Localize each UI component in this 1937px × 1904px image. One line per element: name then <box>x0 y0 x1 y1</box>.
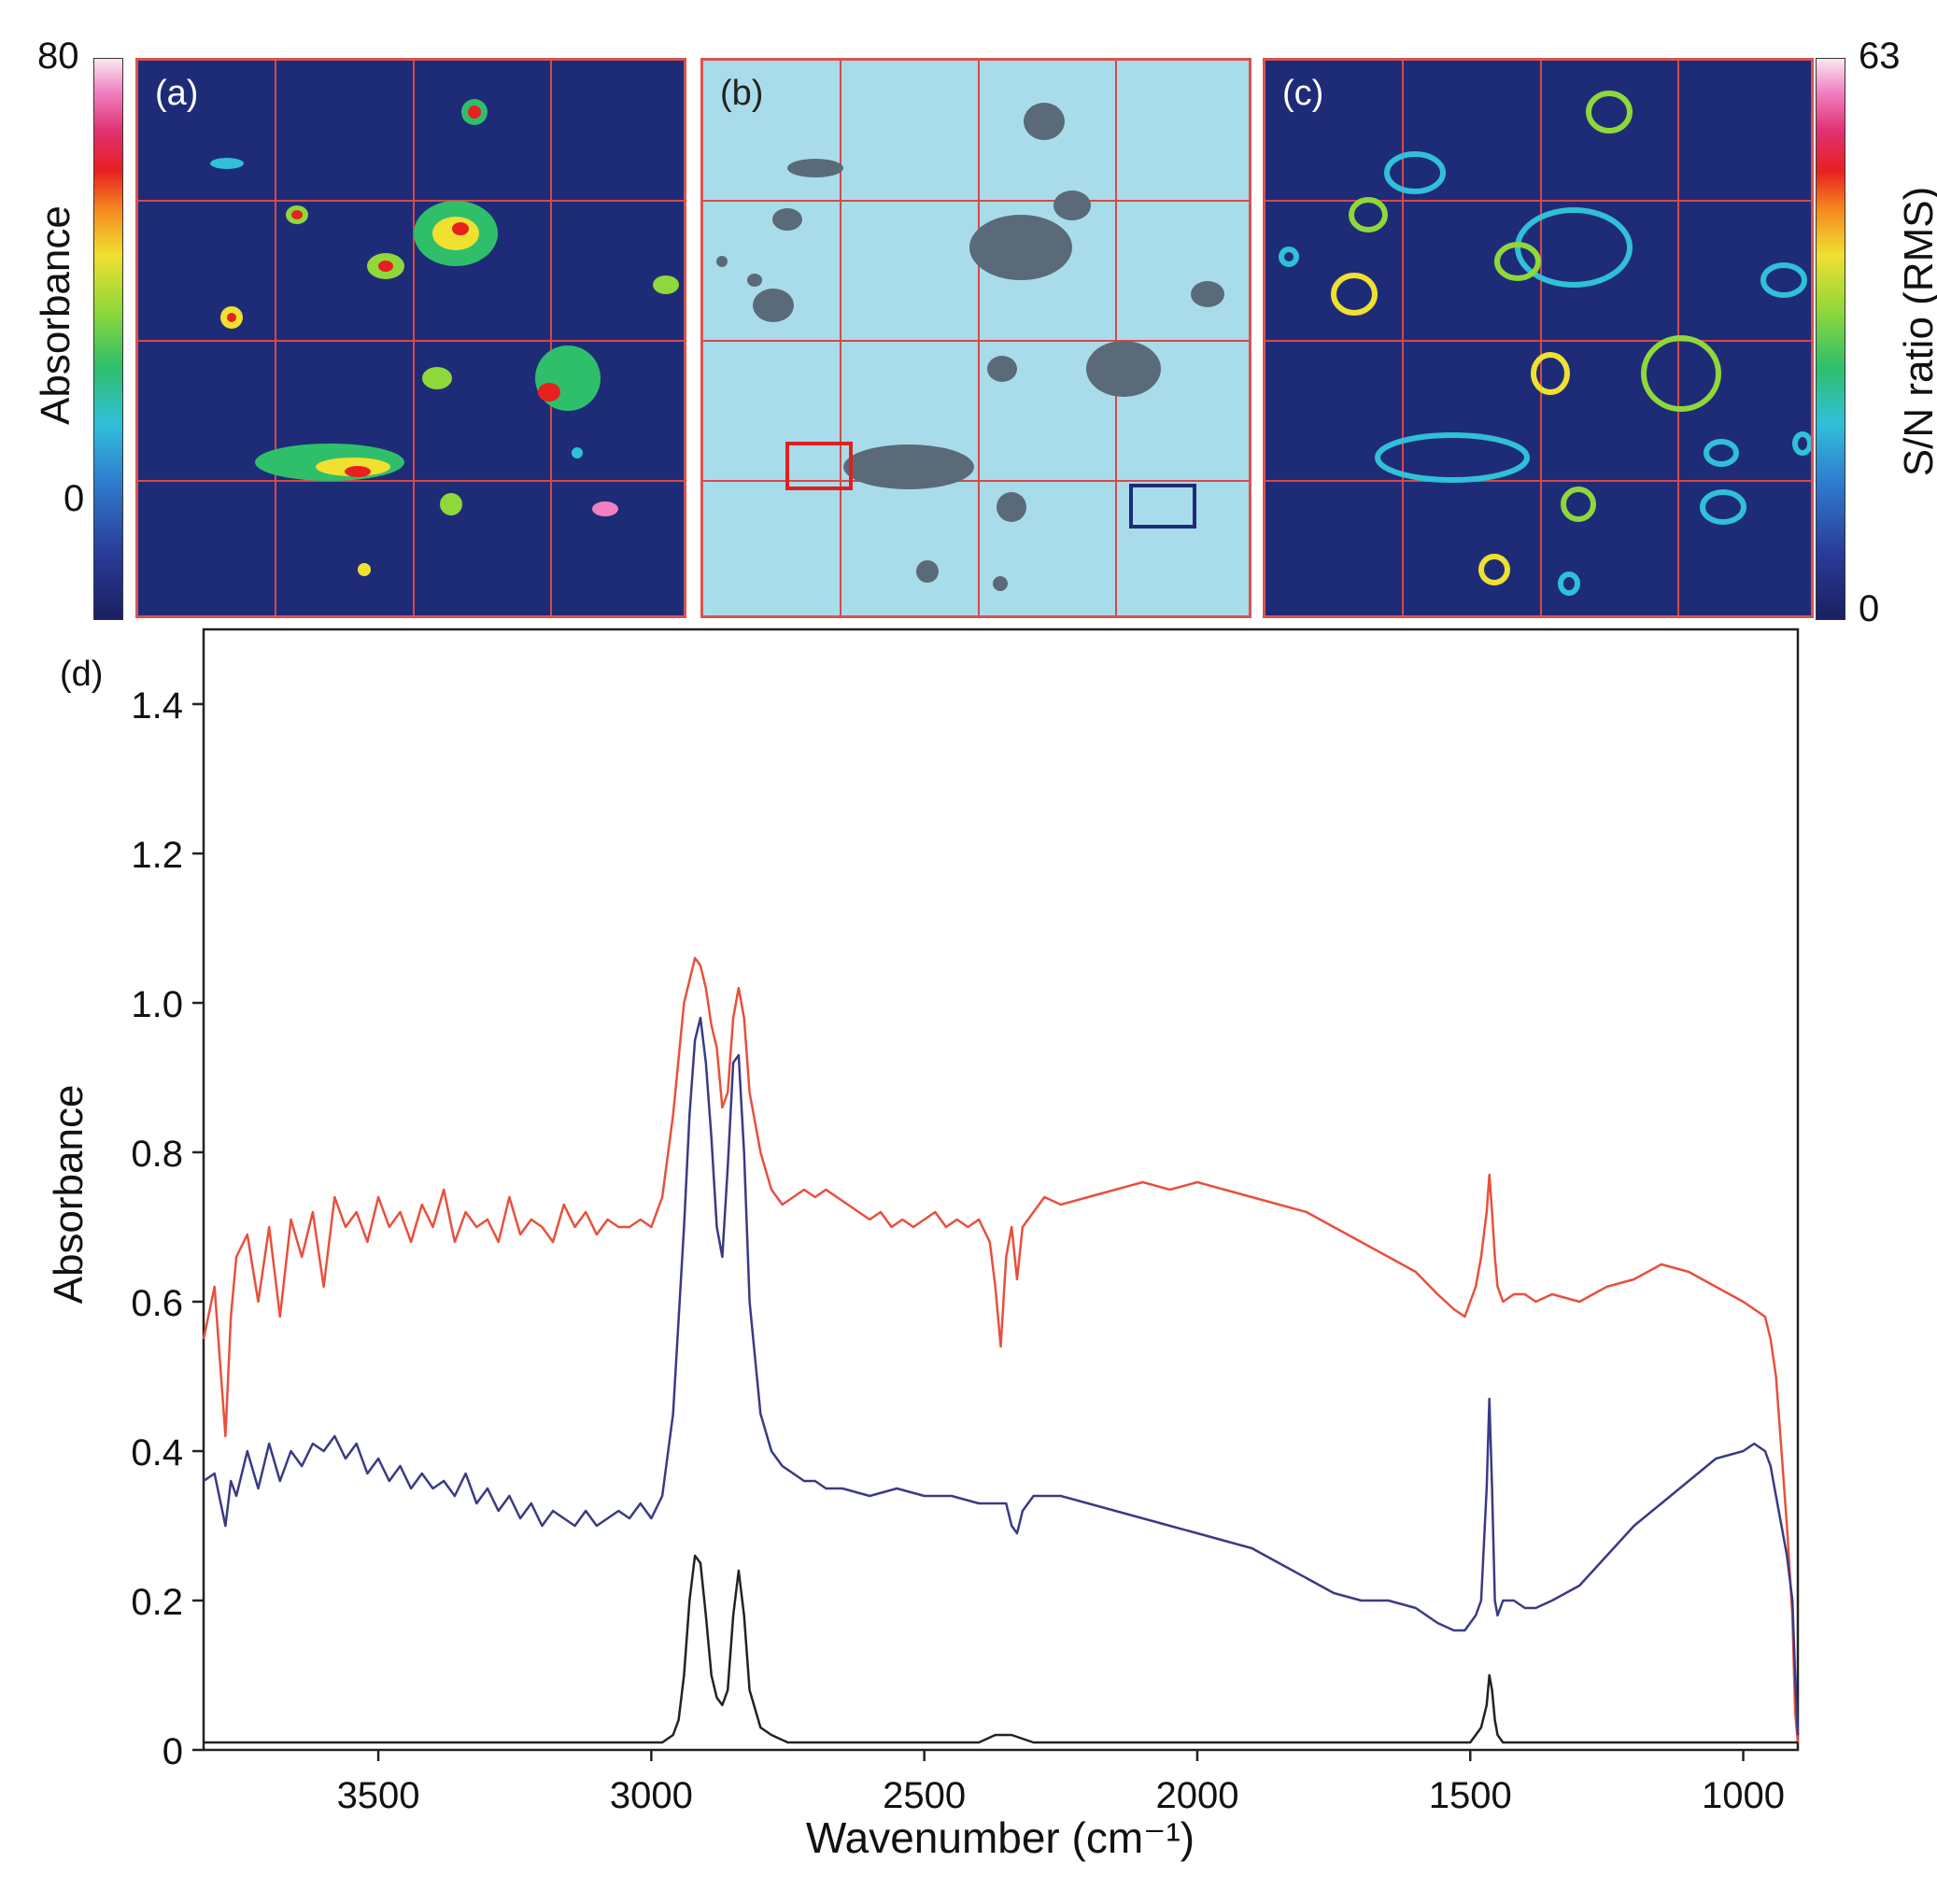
absorbance-colorbar <box>93 58 123 620</box>
spectra-chart: (d) Absorbance Wavenumber (cm⁻¹) 0 0.2 0.4… <box>46 628 1800 1862</box>
y-tick-label: 0 <box>163 1731 183 1772</box>
series-line-black <box>204 1554 1798 1744</box>
series-line-red <box>202 956 1800 1743</box>
y-tick-label: 1.2 <box>131 835 183 876</box>
absorbance-max-label: 80 <box>37 35 79 77</box>
x-tick-label: 3500 <box>337 1775 420 1816</box>
y-tick-label: 0.6 <box>131 1283 183 1324</box>
panel-a-label: (a) <box>155 74 199 113</box>
panel-b-label: (b) <box>720 74 764 113</box>
panel-d-label: (d) <box>60 655 103 694</box>
x-tick-label: 3000 <box>610 1775 693 1816</box>
panel-b-optical-image: (b) <box>700 58 1251 618</box>
sn-ratio-max-label: 63 <box>1859 35 1901 77</box>
plot-frame <box>202 628 1800 1752</box>
y-tick-label: 1.4 <box>131 685 183 726</box>
x-tick-label: 1500 <box>1429 1775 1512 1816</box>
x-tick-label: 1000 <box>1702 1775 1785 1816</box>
x-tick-label: 2500 <box>883 1775 966 1816</box>
absorbance-min-label: 0 <box>64 478 85 519</box>
sn-ratio-min-label: 0 <box>1859 588 1880 629</box>
y-tick-label: 0.4 <box>131 1432 183 1474</box>
y-tick-label: 1.0 <box>131 984 183 1025</box>
absorbance-colorbar-title: Absorbance <box>33 205 78 425</box>
x-axis-title: Wavenumber (cm⁻¹) <box>806 1813 1195 1862</box>
y-tick-label: 0.8 <box>131 1134 183 1175</box>
panel-a-map <box>138 61 684 615</box>
panel-b-image <box>703 61 1249 615</box>
panel-c-sn-map: (c) <box>1263 58 1814 618</box>
panel-c-map <box>1265 61 1811 615</box>
panel-c-label: (c) <box>1282 74 1324 113</box>
y-axis-title: Absorbance <box>46 1085 92 1305</box>
sn-ratio-colorbar-title: S/N ratio (RMS) <box>1896 186 1937 477</box>
x-tick-label: 2000 <box>1155 1775 1238 1816</box>
series-line-blue <box>203 1016 1800 1736</box>
panel-a-absorbance-map: (a) <box>135 58 686 618</box>
y-tick-label: 0.2 <box>131 1582 183 1623</box>
sn-ratio-colorbar <box>1816 58 1845 620</box>
